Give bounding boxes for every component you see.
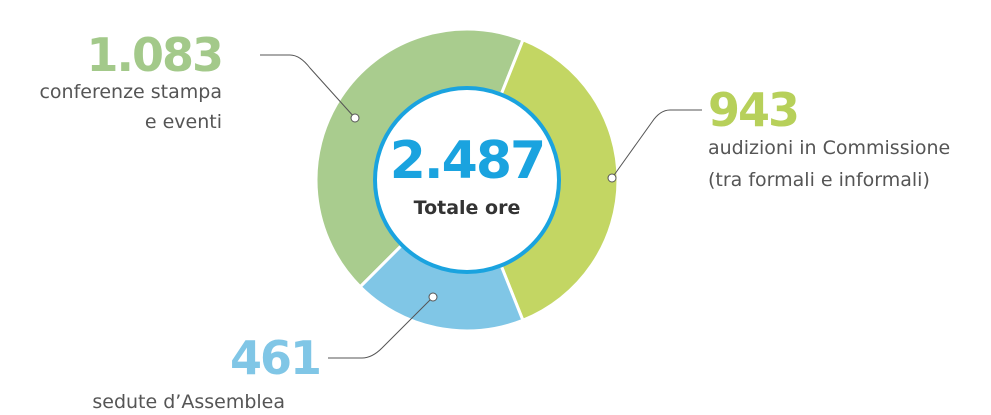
category-label: (tra formali e informali) [708,169,930,191]
category-label: e eventi [145,111,222,133]
leader-line [260,54,356,119]
segments [314,27,620,333]
leader-dot [350,113,360,123]
leader-line [611,109,702,179]
leader-dot [607,173,617,183]
leader-line [328,296,434,359]
category-label: sedute d’Assemblea [92,391,285,413]
leader-dot [428,292,438,302]
center-value: 2.487 [390,131,544,191]
center-hole [373,86,561,274]
category-label: audizioni in Commissione [708,137,950,159]
value-label: 1.083 [86,28,222,82]
value-label: 461 [230,331,320,385]
value-label: 943 [708,83,798,137]
center-caption: Totale ore [414,197,521,219]
category-label: conferenze stampa [39,81,222,103]
